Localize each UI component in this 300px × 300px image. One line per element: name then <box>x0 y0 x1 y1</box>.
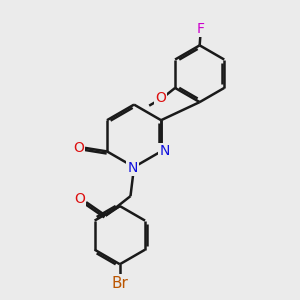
Text: O: O <box>73 141 84 155</box>
Text: O: O <box>155 91 166 105</box>
Text: O: O <box>74 192 85 206</box>
Text: N: N <box>159 144 170 158</box>
Text: Br: Br <box>111 275 128 290</box>
Text: F: F <box>197 22 205 36</box>
Text: N: N <box>128 161 138 175</box>
